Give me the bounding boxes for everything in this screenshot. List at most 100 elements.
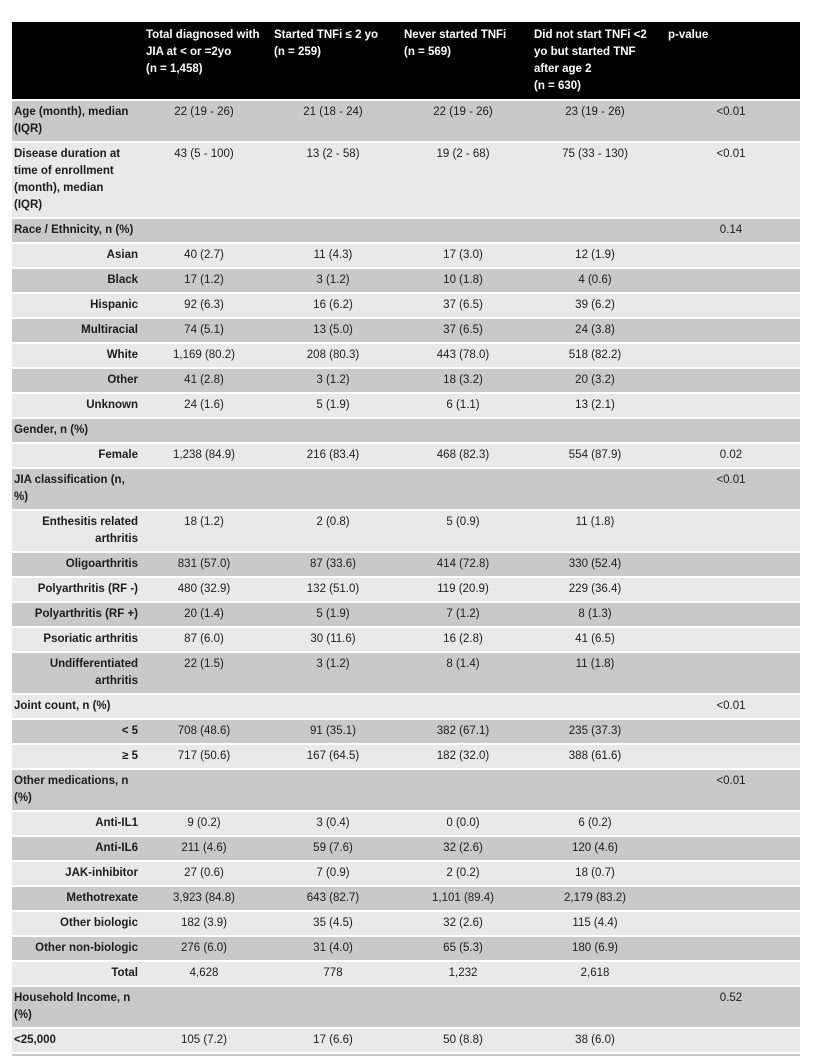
cell-value: 18 (1.2) [140,511,268,551]
cell-value: 31 (4.0) [268,937,398,960]
table-row: Black 17 (1.2) 3 (1.2) 10 (1.8) 4 (0.6) [12,269,800,292]
cell-value: 4,628 [140,962,268,985]
p-value-cell: 0.52 [662,987,800,1027]
table-row: Disease duration at time of enrollment (… [12,143,800,217]
section-label: Household Income, n (%) [12,987,140,1027]
row-label: Anti-IL6 [12,837,140,860]
cell-value: 6 (0.2) [528,812,662,835]
cell-value: 24 (3.8) [528,319,662,342]
column-header: Total diagnosed with JIA at < or =2yo (n… [140,22,268,99]
cell-value: 43 (5 - 100) [140,143,268,217]
cell-value [140,695,268,718]
table-row: Anti-IL1 9 (0.2) 3 (0.4) 0 (0.0) 6 (0.2) [12,812,800,835]
cell-value: 120 (4.6) [528,837,662,860]
cell-value [398,219,528,242]
cell-value: 31 (12.0) [268,1054,398,1056]
cell-value: 182 (3.9) [140,912,268,935]
column-header: Started TNFi ≤ 2 yo (n = 259) [268,22,398,99]
cell-value [528,770,662,810]
row-label: Other non-biologic [12,937,140,960]
cell-value [140,987,268,1027]
cell-value: 5 (1.9) [268,603,398,626]
row-label: Methotrexate [12,887,140,910]
row-label: 25K - 49,999 [12,1054,140,1056]
cell-value [140,419,268,442]
cell-value: 9 (0.2) [140,812,268,835]
cell-value [268,695,398,718]
cell-value [268,469,398,509]
row-label: Psoriatic arthritis [12,628,140,651]
cell-value: 5 (0.9) [398,511,528,551]
cell-value: 161 (11.0) [140,1054,268,1056]
cell-value: 388 (61.6) [528,745,662,768]
p-value-cell [662,837,800,860]
section-label: Joint count, n (%) [12,695,140,718]
section-header-row: Joint count, n (%) <0.01 [12,695,800,718]
cell-value: 21 (18 - 24) [268,101,398,141]
p-value-cell: 0.02 [662,444,800,467]
column-header: p-value [662,22,800,99]
cell-value: 20 (3.2) [528,369,662,392]
row-label: JAK-inhibitor [12,862,140,885]
table-row: ≥ 5 717 (50.6) 167 (64.5) 182 (32.0) 388 (61… [12,745,800,768]
cell-value: 30 (11.6) [268,628,398,651]
cell-value: 37 (6.5) [398,294,528,317]
cell-value: 0 (0.0) [398,812,528,835]
cell-value [140,469,268,509]
cell-value [398,987,528,1027]
cell-value: 59 (7.6) [268,837,398,860]
cell-value: 27 (0.6) [140,862,268,885]
cell-value: 182 (32.0) [398,745,528,768]
table-row: Other non-biologic 276 (6.0) 31 (4.0) 65 (5… [12,937,800,960]
cell-value: 414 (72.8) [398,553,528,576]
row-label: Age (month), median (IQR) [12,101,140,141]
row-label: Other [12,369,140,392]
cell-value [398,419,528,442]
section-header-row: JIA classification (n, %) <0.01 [12,469,800,509]
cell-value: 24 (1.6) [140,394,268,417]
cell-value: 708 (48.6) [140,720,268,743]
cell-value: 180 (6.9) [528,937,662,960]
row-label: ≥ 5 [12,745,140,768]
cell-value: 115 (4.4) [528,912,662,935]
cell-value: 79 (12.5) [528,1054,662,1056]
table-row: <25,000 105 (7.2) 17 (6.6) 50 (8.8) 38 (6.0) [12,1029,800,1052]
cell-value: 167 (64.5) [268,745,398,768]
row-label: Hispanic [12,294,140,317]
cell-value: 32 (2.6) [398,837,528,860]
cell-value: 38 (6.0) [528,1029,662,1052]
table-row: Oligoarthritis 831 (57.0) 87 (33.6) 414 (72… [12,553,800,576]
cell-value: 5 (1.9) [268,394,398,417]
cell-value: 216 (83.4) [268,444,398,467]
cell-value: 22 (19 - 26) [140,101,268,141]
table-row: Other biologic 182 (3.9) 35 (4.5) 32 (2.6) 1… [12,912,800,935]
p-value-cell: <0.01 [662,695,800,718]
cell-value: 8 (1.4) [398,653,528,693]
cell-value [528,219,662,242]
table-row: Undifferentiated arthritis 22 (1.5) 3 (1.2… [12,653,800,693]
cell-value: 32 (2.6) [398,912,528,935]
column-header: Did not start TNFi <2 yo but started TNF… [528,22,662,99]
p-value-cell: <0.01 [662,770,800,810]
row-label: Undifferentiated arthritis [12,653,140,693]
section-label: Gender, n (%) [12,419,140,442]
table-row: Hispanic 92 (6.3) 16 (6.2) 37 (6.5) 39 (6.2) [12,294,800,317]
cell-value: 16 (2.8) [398,628,528,651]
row-label: Anti-IL1 [12,812,140,835]
cell-value: 17 (1.2) [140,269,268,292]
section-header-row: Household Income, n (%) 0.52 [12,987,800,1027]
cell-value: 554 (87.9) [528,444,662,467]
table-row: Polyarthritis (RF +) 20 (1.4) 5 (1.9) 7 (1.… [12,603,800,626]
row-label: <25,000 [12,1029,140,1052]
cell-value [140,770,268,810]
cell-value: 23 (19 - 26) [528,101,662,141]
p-value-cell: <0.01 [662,143,800,217]
row-label: Other biologic [12,912,140,935]
cell-value: 1,101 (89.4) [398,887,528,910]
section-header-row: Other medications, n (%) <0.01 [12,770,800,810]
table-row: Female 1,238 (84.9) 216 (83.4) 468 (82.3) 55… [12,444,800,467]
p-value-cell: 0.14 [662,219,800,242]
cell-value [398,770,528,810]
p-value-cell [662,511,800,551]
cell-value: 17 (6.6) [268,1029,398,1052]
